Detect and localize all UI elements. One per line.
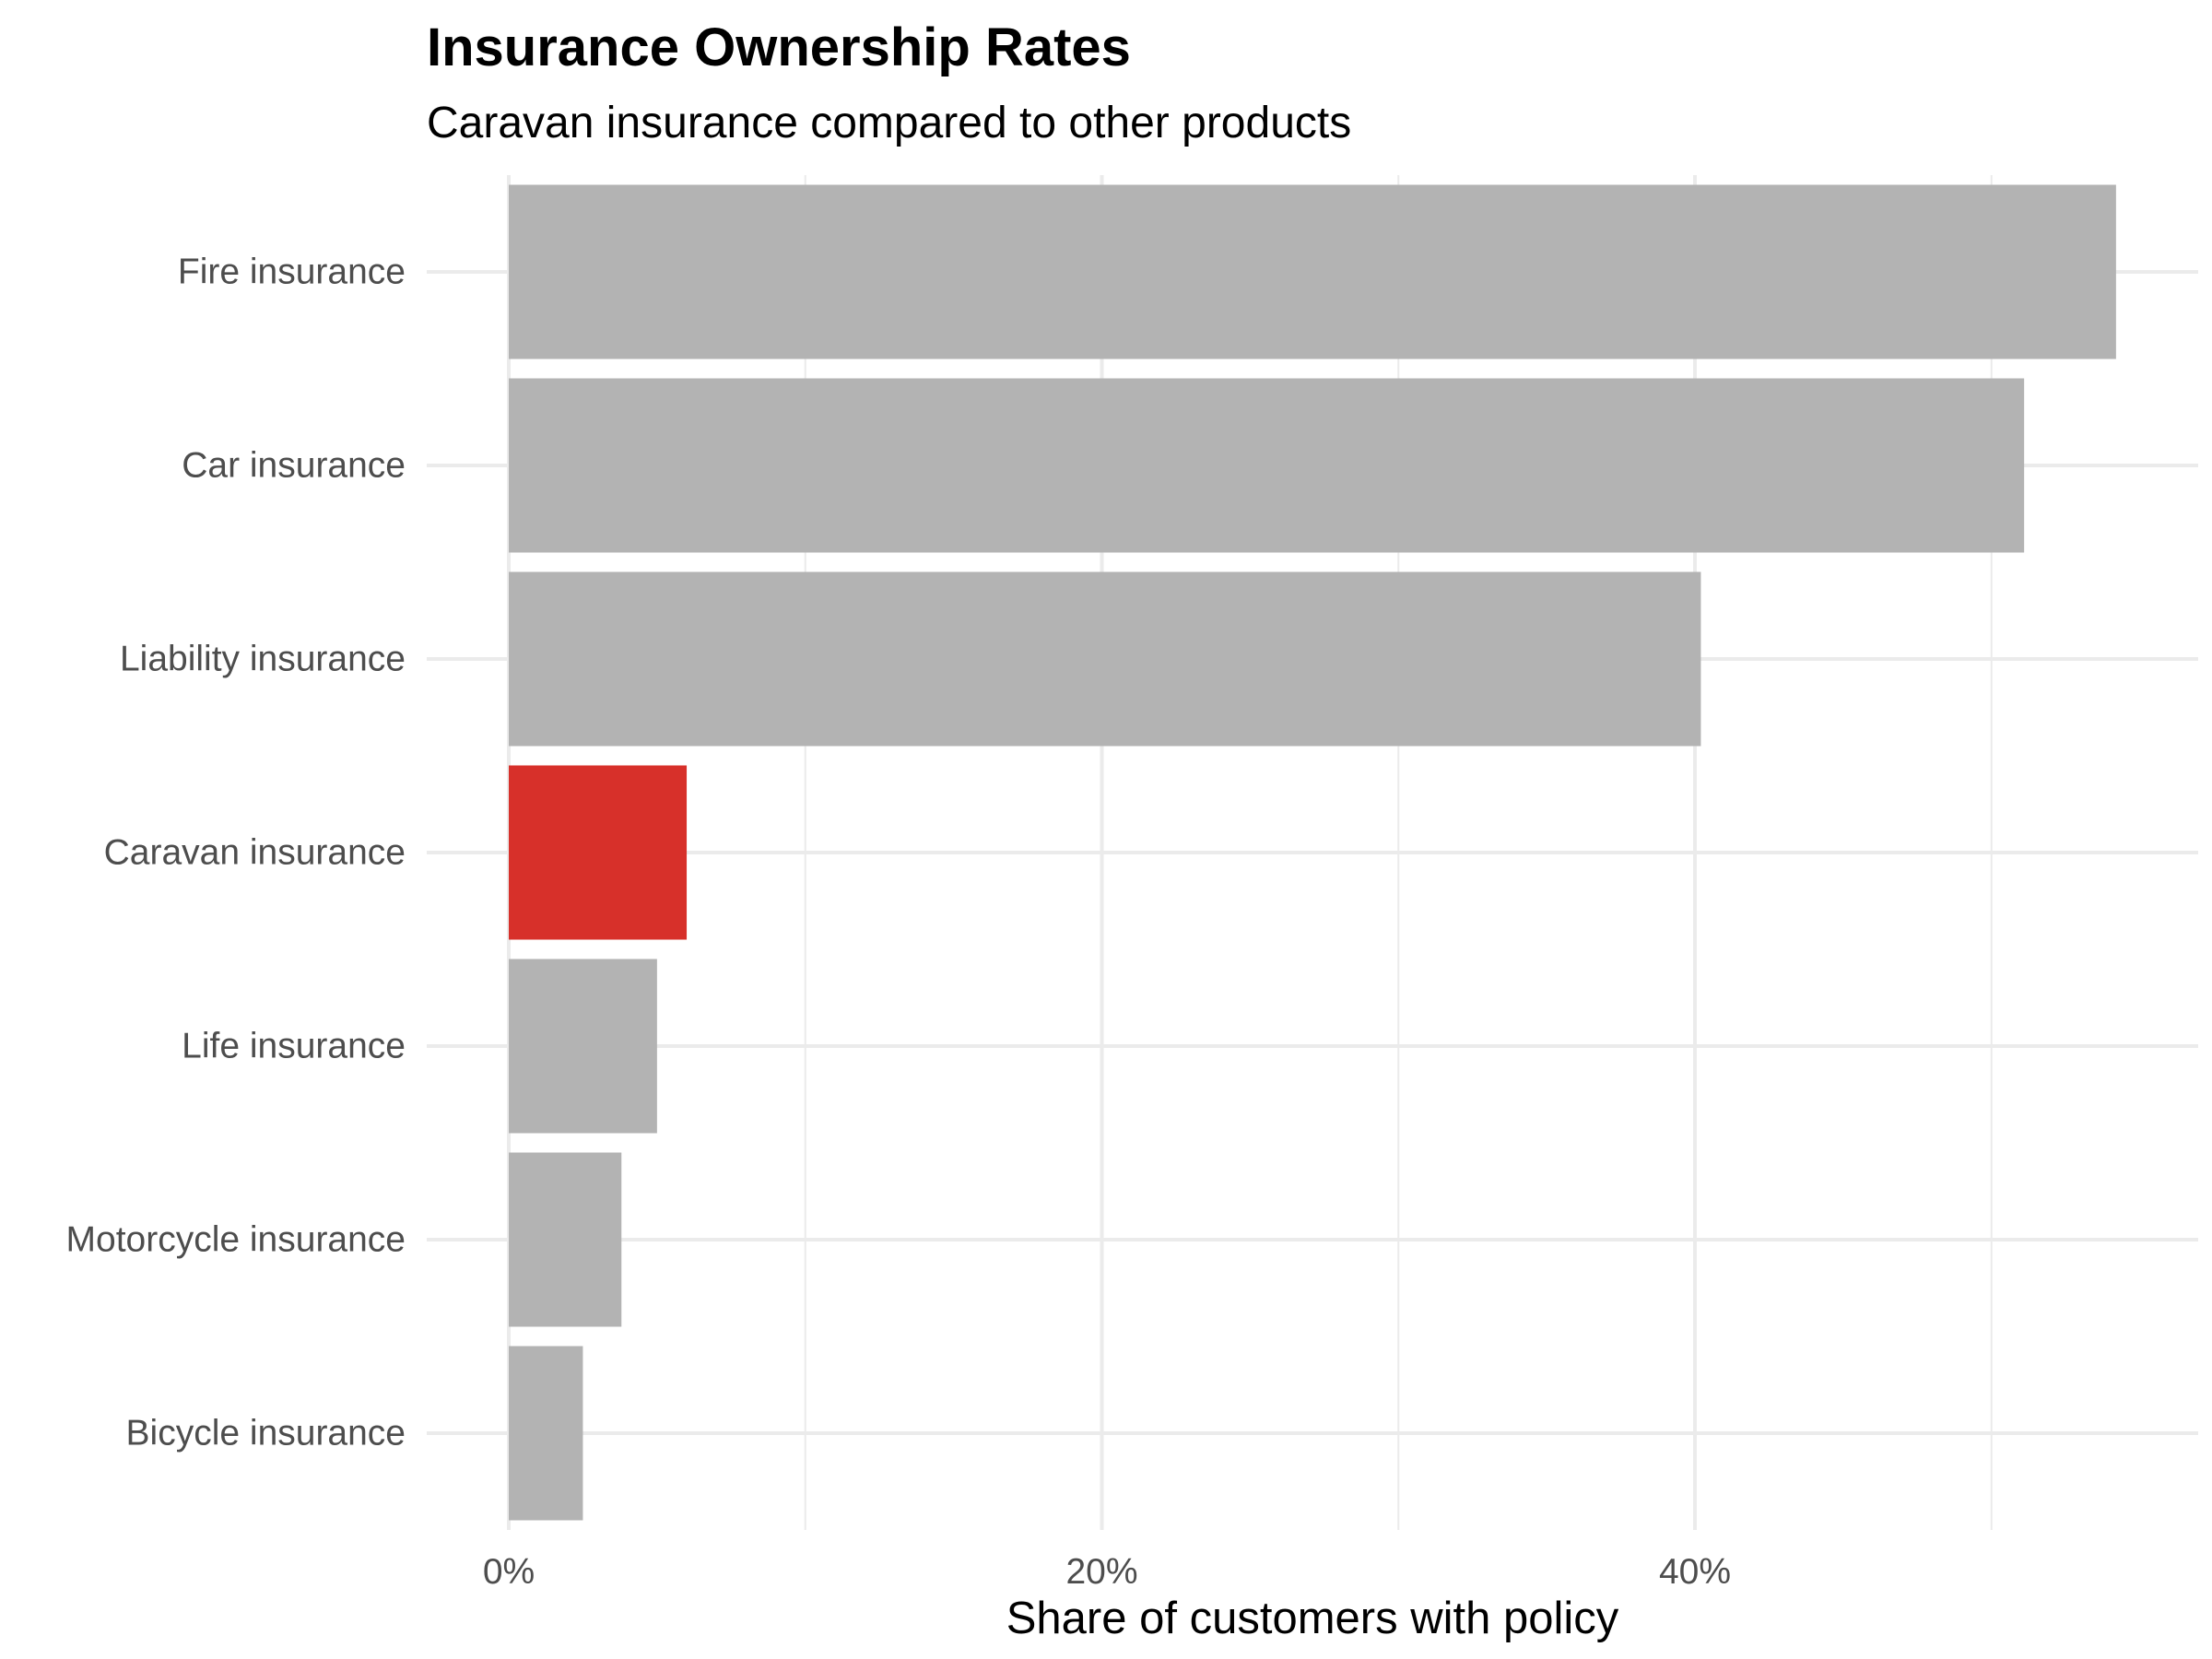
chart-subtitle: Caravan insurance compared to other prod… <box>427 99 1352 147</box>
category-label-bicycle-insurance: Bicycle insurance <box>126 1414 406 1453</box>
category-label-caravan-insurance: Caravan insurance <box>104 833 406 873</box>
category-label-liability-insurance: Liability insurance <box>120 640 406 679</box>
bar-caravan-insurance <box>509 765 688 940</box>
x-tick-label: 0% <box>483 1552 535 1592</box>
category-labels: Fire insurance Car insurance Liability ins… <box>66 253 406 1453</box>
bar-motorcycle-insurance <box>509 1152 622 1327</box>
bar-car-insurance <box>509 378 2025 553</box>
category-label-life-insurance: Life insurance <box>182 1027 406 1066</box>
bar-life-insurance <box>509 959 657 1134</box>
category-label-motorcycle-insurance: Motorcycle insurance <box>66 1220 406 1260</box>
bar-fire-insurance <box>509 184 2116 359</box>
x-tick-label: 40% <box>1659 1552 1731 1592</box>
x-axis-title: Share of customers with policy <box>1006 1594 1619 1643</box>
bar-layer <box>509 184 2116 1521</box>
bar-bicycle-insurance <box>509 1346 583 1521</box>
category-label-car-insurance: Car insurance <box>182 446 406 486</box>
chart-title: Insurance Ownership Rates <box>427 18 1131 77</box>
bar-liability-insurance <box>509 571 1701 747</box>
x-tick-label: 20% <box>1065 1552 1137 1592</box>
category-label-fire-insurance: Fire insurance <box>178 253 406 292</box>
x-tick-labels: 0% 20% 40% <box>483 1552 1731 1592</box>
